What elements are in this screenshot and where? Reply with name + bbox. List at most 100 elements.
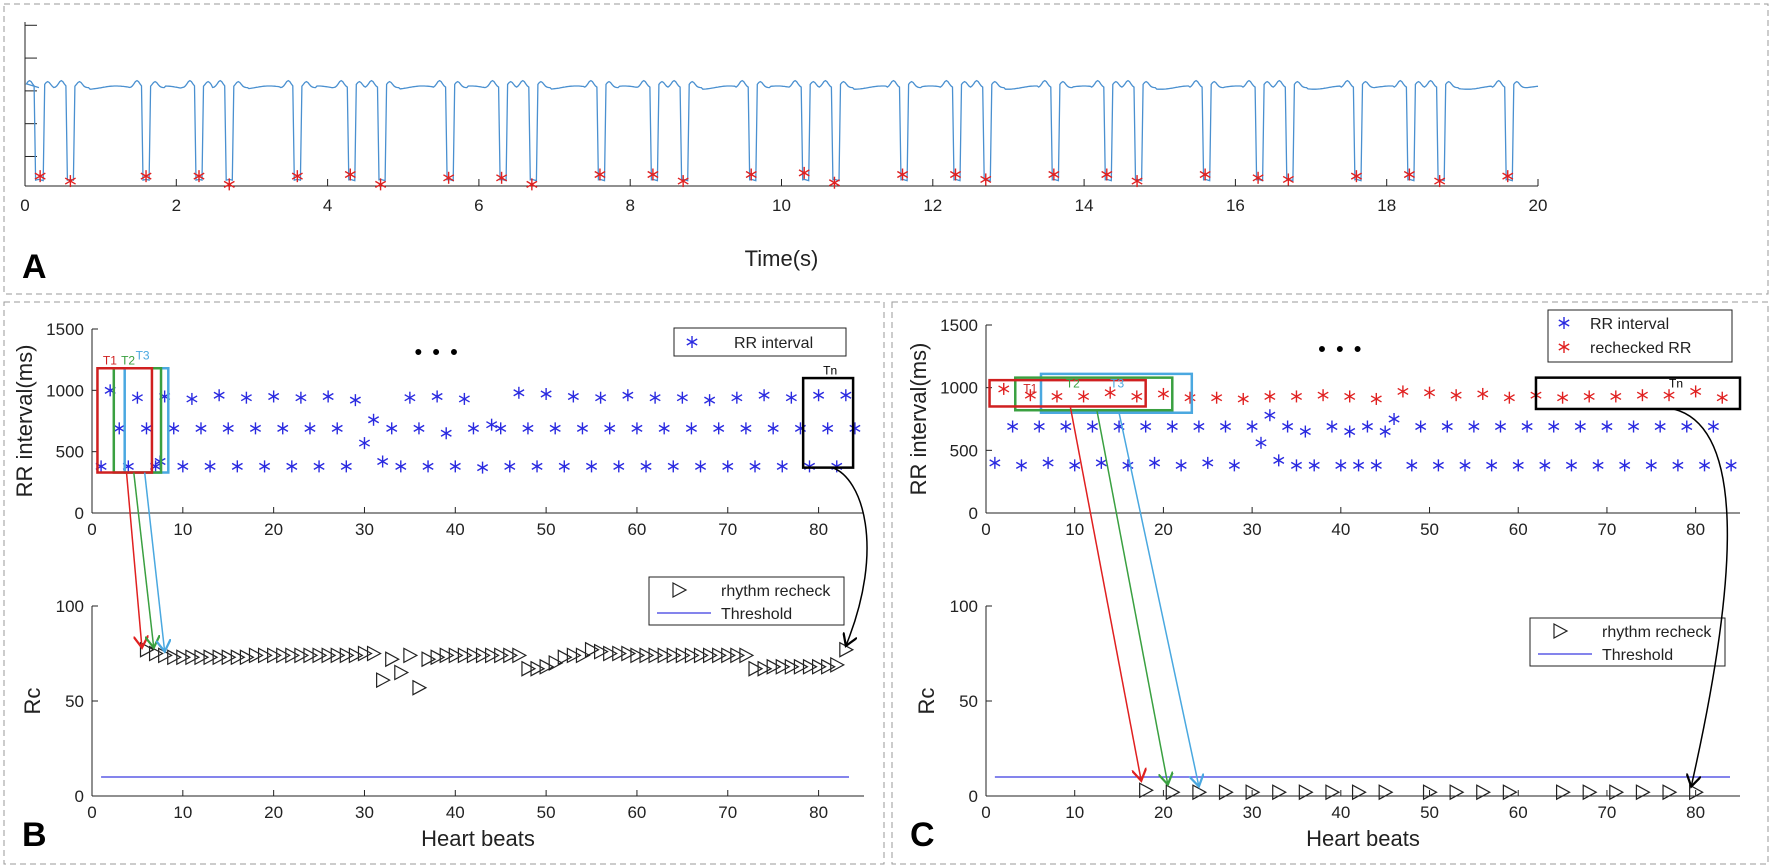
a-r-peak-marker-stroke [193, 172, 205, 180]
c-rr-marker-stroke [1636, 391, 1648, 399]
a-r-peak-marker [140, 170, 152, 183]
c-rr-marker [1388, 413, 1400, 425]
c-rr-marker [1015, 459, 1028, 472]
c-rr-marker [1557, 391, 1569, 404]
c-rr-marker-stroke [1645, 461, 1657, 469]
b-rr-marker [458, 392, 470, 405]
b-rc-marker [394, 664, 410, 681]
b-window-t2 [112, 367, 163, 474]
c-rr-marker [1326, 420, 1338, 433]
a-r-peak-marker [647, 168, 659, 181]
c-rc-marker [1165, 784, 1181, 801]
b-rc-marker [366, 645, 382, 662]
b-bottom-y-tick-label: 100 [56, 597, 84, 616]
c-rr-marker [1024, 389, 1036, 402]
a-r-peak-marker [193, 170, 205, 183]
b-rr-marker [749, 460, 761, 473]
a-r-peak-marker [1252, 171, 1264, 184]
c-rr-marker [1619, 459, 1631, 472]
b-rr-marker-stroke [649, 394, 661, 402]
a-r-peak-marker-stroke [1282, 175, 1294, 184]
c-rr-marker [1681, 420, 1693, 433]
a-r-peak-marker-stroke [1131, 177, 1143, 185]
b-rr-marker-stroke [295, 394, 307, 402]
c-rr-marker [1211, 391, 1223, 404]
a-r-peak-marker [443, 171, 455, 184]
c-rr-marker-stroke [1361, 422, 1373, 431]
b-rc-marker [448, 647, 464, 664]
b-top-y-tick-label: 1500 [46, 320, 84, 339]
c-rc-marker [1218, 784, 1234, 801]
b-rc-marker [303, 647, 319, 664]
b-rc-marker [530, 660, 546, 677]
b-rr-marker-stroke [395, 462, 407, 470]
b-rr-marker [849, 422, 861, 435]
c-label-t1: T1 [1023, 382, 1037, 396]
b-rr-marker-stroke [767, 424, 779, 432]
c-rr-marker-stroke [1015, 461, 1028, 469]
b-arrow-tn [831, 466, 868, 646]
b-rr-marker [440, 427, 452, 440]
b-top-x-tick-label: 70 [718, 520, 737, 539]
b-rr-marker-stroke [640, 462, 652, 470]
c-rc-marker [1689, 784, 1704, 801]
b-rr-marker [140, 422, 153, 435]
c-legend-rr-marker-stroke [1558, 319, 1570, 327]
b-rr-marker-stroke [413, 424, 425, 432]
b-rr-marker [540, 388, 552, 401]
c-bottom-y-tick-label: 0 [969, 787, 978, 806]
b-rr-marker-stroke [304, 424, 316, 432]
c-rr-marker-stroke [1663, 391, 1675, 399]
c-top-legend-box [1547, 309, 1733, 363]
b-rc-marker [539, 658, 555, 675]
b-label-t2: T2 [121, 353, 135, 367]
b-rr-marker-stroke [240, 394, 252, 402]
b-rr-marker [676, 391, 688, 404]
b-rc-marker [139, 641, 155, 658]
c-rc-marker [1502, 784, 1518, 801]
a-ecg-line [25, 79, 1539, 182]
b-rc-marker [575, 647, 591, 664]
c-rr-marker-stroke [1255, 439, 1267, 447]
c-rr-marker [1219, 420, 1232, 433]
c-rr-marker-stroke [1716, 394, 1728, 402]
b-rr-marker-stroke [358, 439, 371, 447]
c-rr-marker [1344, 390, 1356, 403]
b-rr-marker [395, 460, 407, 473]
c-rr-marker-stroke [1211, 394, 1223, 402]
c-rr-marker [1193, 420, 1205, 433]
b-rc-marker [339, 647, 355, 664]
c-rr-marker-stroke [1486, 461, 1498, 469]
c-rr-marker [1610, 390, 1622, 403]
c-rr-marker [1157, 387, 1169, 400]
b-rr-marker [386, 422, 398, 435]
c-rr-marker-stroke [1290, 392, 1303, 401]
c-rr-marker [1592, 459, 1604, 472]
c-rr-marker [1370, 459, 1382, 472]
b-rr-marker-stroke [168, 424, 180, 432]
c-top-y-tick-label: 500 [950, 441, 978, 460]
c-label-tn: Tn [1669, 377, 1683, 391]
c-rr-marker-stroke [1228, 461, 1240, 469]
c-legend-threshold-label: Threshold [1602, 647, 1673, 664]
b-rr-marker [785, 391, 797, 404]
c-rr-marker [1397, 385, 1409, 398]
c-rr-marker [1042, 456, 1054, 469]
c-window-t3 [1039, 372, 1194, 414]
panel-c-letter: C [910, 816, 935, 854]
a-r-peak-marker-stroke [344, 170, 356, 179]
a-r-peak-marker [1502, 170, 1514, 183]
a-x-tick-label: 18 [1377, 196, 1396, 215]
c-rr-marker [1468, 420, 1480, 433]
a-x-label: Time(s) [745, 246, 819, 271]
b-bottom-x-tick-label: 10 [173, 803, 192, 822]
b-rr-marker [685, 422, 697, 435]
b-rr-marker-stroke [259, 462, 271, 470]
a-r-peak-marker [64, 175, 76, 188]
a-r-peak-marker [1282, 173, 1294, 186]
c-rr-marker [1353, 459, 1365, 472]
b-rr-marker-stroke [422, 462, 434, 470]
b-bottom-x-tick-label: 60 [627, 803, 646, 822]
b-rr-marker-stroke [676, 394, 688, 402]
a-r-peak-marker [1434, 175, 1446, 188]
